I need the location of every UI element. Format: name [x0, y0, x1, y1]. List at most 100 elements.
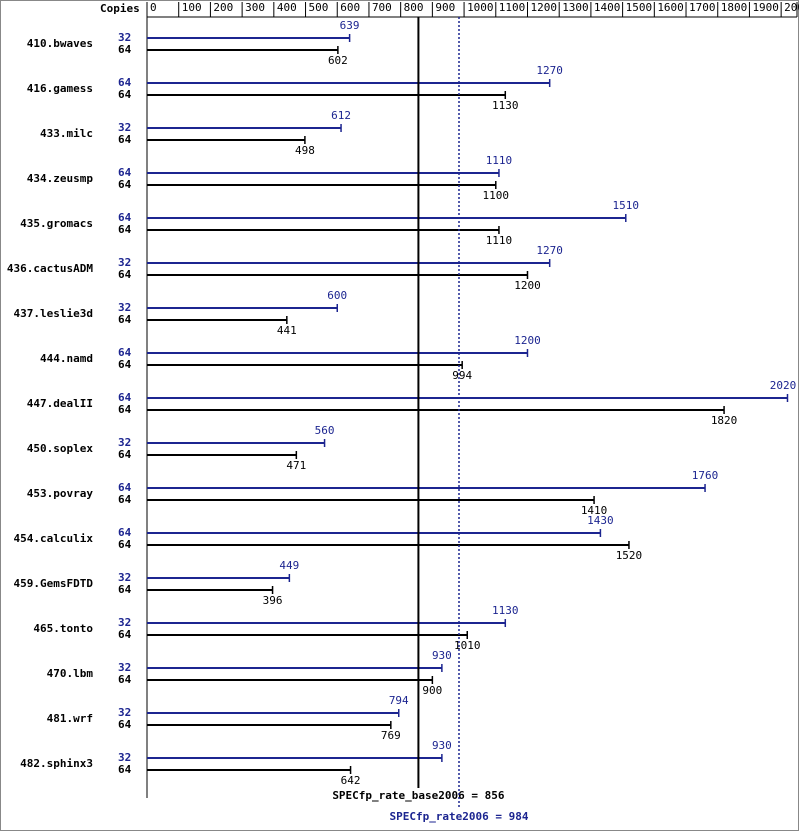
- x-tick-label: 400: [277, 1, 297, 14]
- category-label: 436.cactusADM: [7, 262, 93, 275]
- value-label: 396: [263, 594, 283, 607]
- copies-label: 64: [118, 403, 132, 416]
- copies-label: 32: [118, 436, 131, 449]
- x-tick-label: 1400: [594, 1, 621, 14]
- value-label: 602: [328, 54, 348, 67]
- value-label: 498: [295, 144, 315, 157]
- copies-label: 64: [118, 526, 132, 539]
- copies-label: 64: [118, 391, 132, 404]
- category-label: 454.calculix: [14, 532, 94, 545]
- value-label: 1520: [616, 549, 643, 562]
- category-label: 459.GemsFDTD: [14, 577, 94, 590]
- value-label: 639: [340, 19, 360, 32]
- copies-label: 64: [118, 178, 132, 191]
- x-tick-label: 1100: [499, 1, 526, 14]
- value-label: 1110: [486, 154, 513, 167]
- x-tick-label: 1700: [689, 1, 716, 14]
- value-label: 1100: [483, 189, 510, 202]
- copies-label: 64: [118, 223, 132, 236]
- value-label: 612: [331, 109, 351, 122]
- value-label: 471: [286, 459, 306, 472]
- x-tick-label: 1200: [530, 1, 557, 14]
- value-label: 794: [389, 694, 409, 707]
- copies-label: 32: [118, 751, 131, 764]
- reference-label: SPECfp_rate_base2006 = 856: [332, 789, 505, 802]
- copies-label: 32: [118, 661, 131, 674]
- x-tick-label: 0: [150, 1, 157, 14]
- copies-label: 64: [118, 358, 132, 371]
- x-tick-label: 1000: [467, 1, 494, 14]
- copies-label: 64: [118, 673, 132, 686]
- value-label: 1270: [536, 64, 563, 77]
- x-tick-label: 500: [309, 1, 329, 14]
- copies-label: 64: [118, 211, 132, 224]
- category-label: 434.zeusmp: [27, 172, 94, 185]
- category-label: 453.povray: [27, 487, 94, 500]
- copies-label: 64: [118, 76, 132, 89]
- value-label: 769: [381, 729, 401, 742]
- category-label: 447.dealII: [27, 397, 93, 410]
- copies-label: 32: [118, 31, 131, 44]
- reference-label: SPECfp_rate2006 = 984: [389, 810, 528, 823]
- category-label: 482.sphinx3: [20, 757, 93, 770]
- category-label: 435.gromacs: [20, 217, 93, 230]
- x-tick-label: 1800: [721, 1, 748, 14]
- value-label: 1110: [486, 234, 513, 247]
- x-tick-label: 800: [404, 1, 424, 14]
- x-tick-label: 2000: [784, 1, 799, 14]
- value-label: 900: [422, 684, 442, 697]
- copies-label: 32: [118, 121, 131, 134]
- x-tick-label: 600: [340, 1, 360, 14]
- copies-label: 64: [118, 718, 132, 731]
- value-label: 1430: [587, 514, 614, 527]
- x-tick-label: 100: [182, 1, 202, 14]
- category-label: 416.gamess: [27, 82, 93, 95]
- x-tick-label: 1900: [752, 1, 779, 14]
- copies-label: 64: [118, 88, 132, 101]
- value-label: 642: [341, 774, 361, 787]
- copies-label: 32: [118, 256, 131, 269]
- value-label: 1010: [454, 639, 481, 652]
- x-tick-label: 300: [245, 1, 265, 14]
- copies-label: 64: [118, 313, 132, 326]
- x-tick-label: 1600: [657, 1, 684, 14]
- x-tick-label: 200: [213, 1, 233, 14]
- value-label: 1200: [514, 279, 541, 292]
- copies-label: 64: [118, 133, 132, 146]
- value-label: 930: [432, 649, 452, 662]
- copies-label: 64: [118, 448, 132, 461]
- copies-label: 64: [118, 628, 132, 641]
- category-label: 450.soplex: [27, 442, 94, 455]
- x-tick-label: 900: [435, 1, 455, 14]
- value-label: 1410: [581, 504, 608, 517]
- value-label: 1760: [692, 469, 719, 482]
- category-label: 481.wrf: [47, 712, 93, 725]
- copies-label: 64: [118, 346, 132, 359]
- value-label: 1510: [613, 199, 640, 212]
- value-label: 1130: [492, 604, 519, 617]
- value-label: 994: [452, 369, 472, 382]
- copies-label: 32: [118, 301, 131, 314]
- x-tick-label: 1300: [562, 1, 589, 14]
- copies-label: 64: [118, 583, 132, 596]
- x-tick-label: 700: [372, 1, 392, 14]
- copies-header: Copies: [100, 2, 140, 15]
- value-label: 441: [277, 324, 297, 337]
- value-label: 1270: [536, 244, 563, 257]
- value-label: 930: [432, 739, 452, 752]
- category-label: 433.milc: [40, 127, 93, 140]
- value-label: 449: [279, 559, 299, 572]
- value-label: 600: [327, 289, 347, 302]
- copies-label: 32: [118, 616, 131, 629]
- copies-label: 64: [118, 166, 132, 179]
- category-label: 437.leslie3d: [14, 307, 93, 320]
- copies-label: 64: [118, 268, 132, 281]
- copies-label: 32: [118, 706, 131, 719]
- x-tick-label: 1500: [626, 1, 653, 14]
- copies-label: 64: [118, 43, 132, 56]
- copies-label: 64: [118, 763, 132, 776]
- copies-label: 32: [118, 571, 131, 584]
